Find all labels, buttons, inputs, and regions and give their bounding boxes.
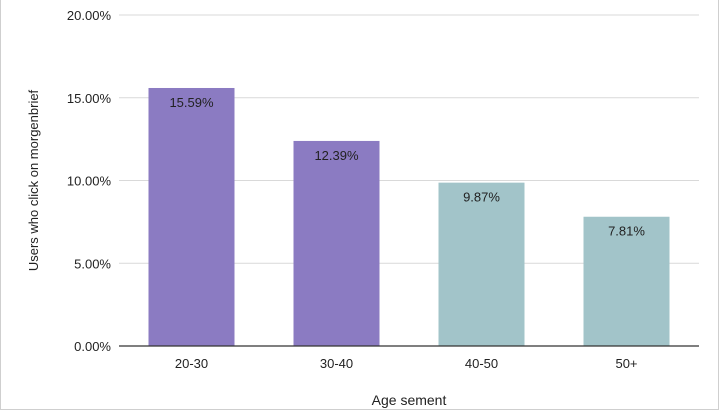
y-tick-label: 10.00% — [67, 174, 112, 189]
x-tick-label: 50+ — [615, 356, 637, 371]
x-axis-label: Age sement — [372, 392, 447, 408]
bar-value-label: 7.81% — [608, 224, 645, 239]
bar — [583, 216, 670, 346]
x-tick-label: 30-40 — [320, 356, 353, 371]
y-tick-label: 0.00% — [74, 339, 111, 354]
bar-value-label: 15.59% — [169, 95, 214, 110]
bar-value-label: 12.39% — [314, 148, 359, 163]
y-axis-ticks: 0.00% 5.00% 10.00% 15.00% 20.00% — [67, 8, 112, 354]
data-labels: 15.59% 12.39% 9.87% 7.81% — [169, 95, 645, 239]
bars — [148, 87, 670, 346]
x-tick-label: 40-50 — [465, 356, 498, 371]
x-tick-label: 20-30 — [175, 356, 208, 371]
y-tick-label: 15.00% — [67, 91, 112, 106]
x-axis-ticks: 20-30 30-40 40-50 50+ — [175, 356, 638, 371]
bar-value-label: 9.87% — [463, 190, 500, 205]
y-tick-label: 5.00% — [74, 256, 111, 271]
y-tick-label: 20.00% — [67, 8, 112, 23]
y-axis-label: Users who click on morgenbrief — [26, 89, 41, 271]
bar — [293, 140, 380, 346]
bar — [148, 87, 235, 346]
bar — [438, 182, 525, 346]
